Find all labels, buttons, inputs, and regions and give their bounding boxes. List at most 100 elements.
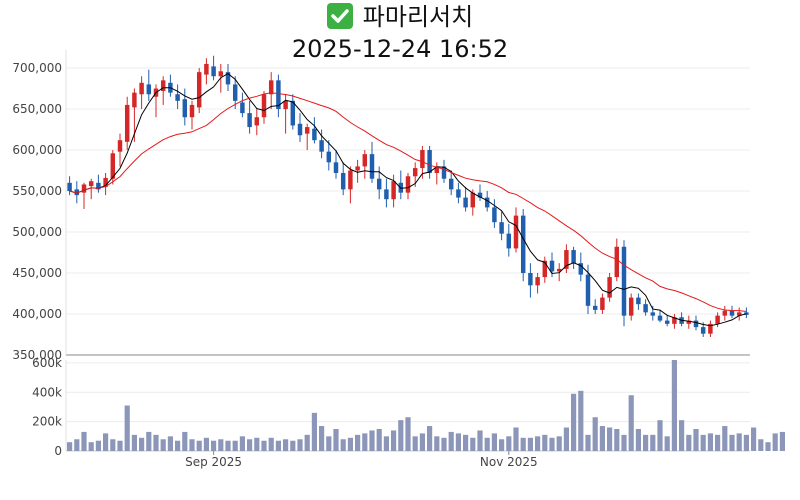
- volume-bar: [520, 437, 526, 451]
- volume-bar: [707, 433, 713, 451]
- candle-body: [139, 82, 144, 95]
- candle-body: [96, 182, 101, 190]
- candle-body: [340, 172, 346, 190]
- volume-bar: [686, 434, 692, 451]
- candle-body: [189, 104, 195, 118]
- candle-body: [348, 170, 353, 190]
- candle: [160, 76, 166, 105]
- candle: [672, 314, 677, 329]
- volume-bar: [585, 434, 591, 451]
- candle-body: [240, 102, 245, 114]
- candle: [304, 123, 310, 151]
- volume-bar: [650, 434, 656, 451]
- candle: [463, 186, 468, 212]
- candle: [290, 94, 296, 130]
- candle-body: [175, 94, 180, 101]
- volume-bar: [376, 428, 382, 451]
- candle-body: [391, 181, 396, 200]
- volume-bar: [722, 426, 728, 451]
- candle: [139, 76, 144, 110]
- volume-bar: [743, 434, 749, 451]
- candle: [168, 74, 173, 97]
- candle: [182, 88, 188, 126]
- volume-tick-label: 200k: [32, 415, 62, 429]
- volume-bar: [247, 439, 253, 451]
- volume-bar: [448, 431, 454, 451]
- price-tick-label: 350,000: [12, 348, 62, 362]
- volume-bar: [290, 440, 296, 451]
- volume-bar: [283, 439, 289, 451]
- candle-body: [434, 166, 440, 173]
- candle: [427, 145, 432, 179]
- volume-bar: [419, 433, 425, 451]
- candle-body: [146, 84, 152, 95]
- candle-body: [470, 192, 476, 208]
- timestamp: 2025-12-24 16:52: [291, 35, 509, 63]
- candle-body: [304, 127, 310, 134]
- candle-body: [744, 312, 749, 315]
- volume-bar: [160, 439, 166, 451]
- candle: [225, 63, 231, 91]
- candle-body: [664, 320, 670, 324]
- volume-bar: [239, 436, 245, 451]
- title-line-company: 파마리서치: [0, 2, 800, 32]
- candle: [261, 90, 267, 124]
- candle-body: [463, 197, 468, 208]
- volume-bar: [268, 437, 274, 451]
- volume-bar: [218, 439, 224, 451]
- candle-body: [578, 263, 584, 275]
- candle: [744, 307, 749, 319]
- volume-bar: [347, 437, 353, 451]
- candle: [621, 240, 627, 327]
- candle: [499, 211, 504, 241]
- candle-body: [715, 315, 720, 324]
- volume-bar: [513, 427, 519, 451]
- candle: [369, 141, 375, 183]
- volume-bar: [736, 433, 742, 451]
- volume-bars: [67, 360, 785, 451]
- candle-body: [326, 151, 332, 163]
- candle-body: [513, 215, 519, 249]
- candle: [448, 170, 454, 196]
- volume-bar: [225, 440, 231, 451]
- candle-body: [441, 166, 447, 179]
- x-axis-labels: Sep 2025 Nov 2025: [185, 451, 538, 469]
- candle: [268, 72, 274, 110]
- candle-body: [420, 150, 425, 169]
- candlesticks: [67, 55, 749, 337]
- candle: [110, 150, 116, 185]
- price-tick-label: 700,000: [12, 61, 62, 75]
- candle: [636, 293, 641, 310]
- candle: [607, 273, 612, 302]
- candle: [405, 172, 411, 200]
- candle-body: [124, 104, 130, 142]
- candle-body: [628, 297, 634, 316]
- volume-bar: [146, 431, 152, 451]
- volume-bar: [491, 433, 497, 451]
- candle: [81, 182, 87, 210]
- candle: [477, 184, 483, 201]
- volume-bar: [139, 437, 145, 451]
- company-name: 파마리서치: [362, 3, 474, 31]
- volume-bar: [715, 434, 721, 451]
- candle-body: [607, 277, 612, 298]
- candle: [441, 159, 447, 183]
- volume-bar: [621, 434, 627, 451]
- candle-body: [650, 312, 656, 316]
- candle: [592, 299, 598, 315]
- candle-body: [204, 63, 209, 75]
- candle-body: [218, 71, 224, 77]
- candle: [247, 100, 252, 134]
- candle: [492, 199, 497, 228]
- candle: [146, 69, 152, 101]
- volume-tick-label: 400k: [32, 385, 62, 399]
- candle-body: [708, 323, 713, 334]
- candle-body: [283, 100, 288, 110]
- volume-bar: [671, 360, 677, 451]
- candle-body: [319, 140, 324, 152]
- volume-bar: [254, 437, 260, 451]
- candle-body: [362, 154, 368, 167]
- volume-bar: [441, 437, 447, 451]
- candle: [736, 307, 742, 321]
- volume-bar: [131, 434, 137, 451]
